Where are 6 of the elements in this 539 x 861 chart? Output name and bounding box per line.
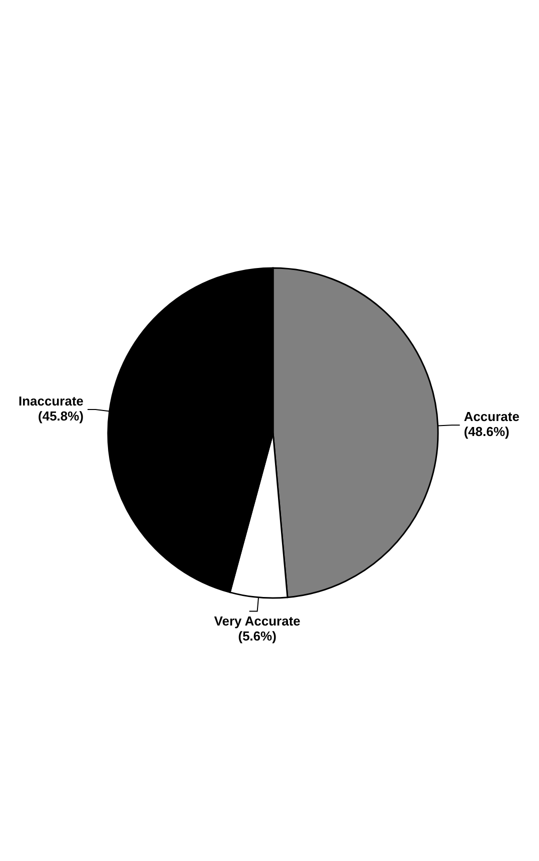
slice-label: Inaccurate <box>18 393 84 408</box>
slice-label: Accurate <box>464 409 520 424</box>
slice-label: Very Accurate <box>214 613 300 628</box>
data-label: (45.8%) <box>38 408 84 424</box>
data-label: (5.6%) <box>238 628 276 644</box>
data-label: (48.6%) <box>464 424 510 440</box>
